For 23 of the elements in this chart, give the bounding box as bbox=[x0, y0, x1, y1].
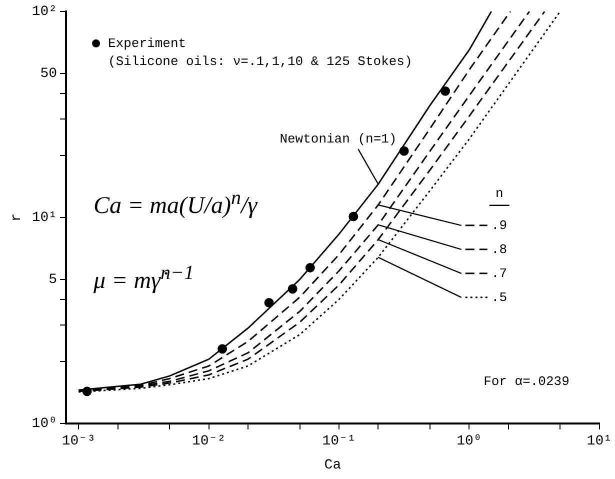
legend-label: .9 bbox=[491, 218, 508, 233]
legend-label: .8 bbox=[491, 242, 508, 257]
x-tick-label: 10⁰ bbox=[456, 434, 482, 450]
annotation: μ = mγ̇$^{n−1}$ bbox=[93, 262, 194, 295]
series-label: Newtonian (n=1) bbox=[280, 132, 397, 147]
annotation: For α=.0239 bbox=[484, 374, 570, 389]
x-tick-label: 10¹ bbox=[586, 434, 612, 450]
annotation: Ca = ma(U/a)$^{n}$/γ bbox=[93, 187, 258, 220]
x-tick-label: 10⁻² bbox=[192, 434, 226, 450]
y-tick-label: 50 bbox=[40, 66, 58, 82]
x-axis-title: Ca bbox=[324, 457, 342, 474]
legend-label: Experiment bbox=[108, 36, 186, 51]
annotation: n bbox=[495, 186, 504, 201]
y-tick-label: 10⁰ bbox=[32, 416, 58, 432]
y-tick-label: 10² bbox=[32, 4, 58, 20]
x-tick-label: 10⁻³ bbox=[62, 434, 96, 450]
x-tick-label: 10⁻¹ bbox=[322, 434, 356, 450]
y-axis-title: r bbox=[9, 213, 26, 222]
y-tick-label: 10¹ bbox=[32, 210, 58, 226]
annotation: (Silicone oils: ν=.1,1,10 & 125 Stokes) bbox=[108, 54, 412, 69]
legend-label: .5 bbox=[491, 290, 508, 305]
y-tick-label: 5 bbox=[48, 272, 58, 288]
legend-label: .7 bbox=[491, 266, 508, 281]
